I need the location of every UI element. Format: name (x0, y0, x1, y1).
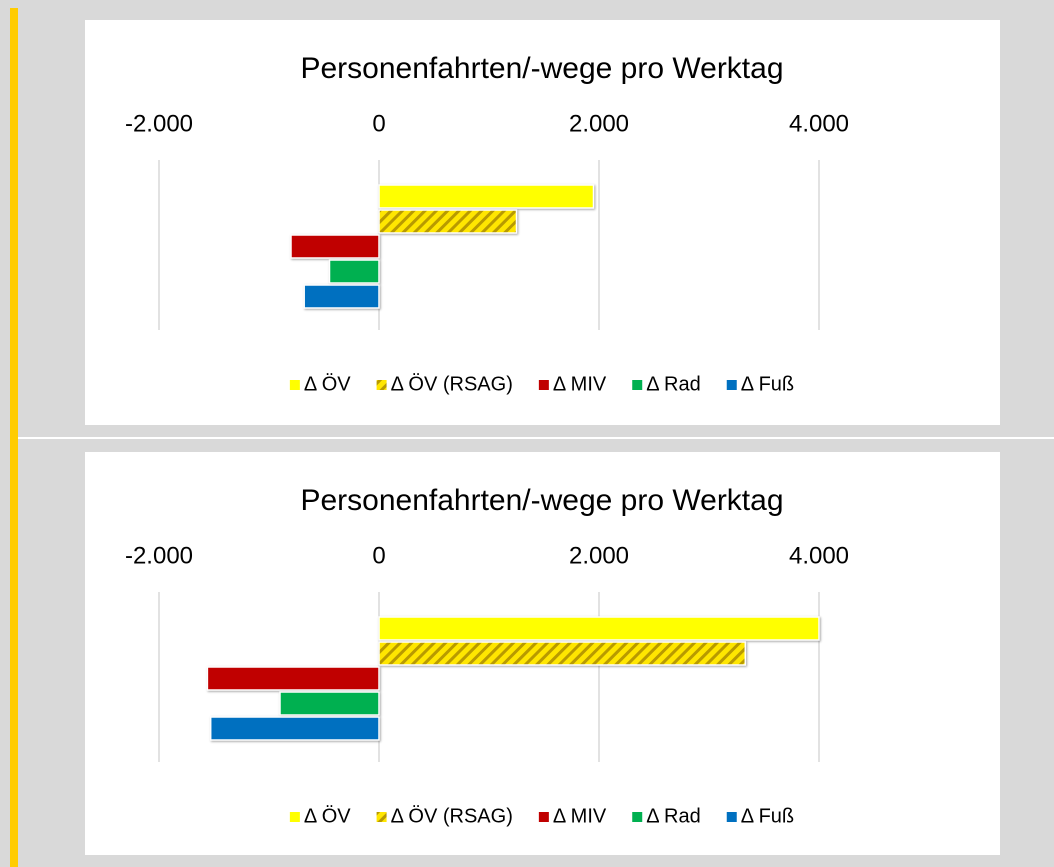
legend-label: Δ Fuß (741, 373, 794, 395)
chart-title: Personenfahrten/-wege pro Werktag (300, 52, 783, 85)
legend-marker (726, 380, 737, 390)
bar (378, 616, 820, 641)
legend-label: Δ ÖV (304, 373, 351, 395)
x-tick-label: 2.000 (569, 542, 629, 569)
x-tick-label: 0 (372, 110, 385, 137)
x-tick-label: -2.000 (125, 110, 193, 137)
x-tick-label: 2.000 (569, 110, 629, 137)
legend-label: Δ Rad (646, 805, 701, 827)
bar (279, 691, 380, 716)
bar (378, 184, 595, 209)
legend-label: Δ MIV (553, 805, 607, 827)
legend-marker (289, 380, 300, 390)
legend-label: Δ Rad (646, 373, 701, 395)
bar (303, 284, 380, 309)
legend-marker (726, 812, 737, 822)
legend-label: Δ ÖV (304, 805, 351, 827)
chart-title: Personenfahrten/-wege pro Werktag (300, 484, 783, 517)
x-tick-label: 4.000 (789, 542, 849, 569)
legend: Δ ÖV Δ ÖV (RSAG) Δ MIV Δ Rad Δ Fuß (289, 373, 794, 395)
legend-marker (538, 812, 549, 822)
bar (206, 666, 380, 691)
x-tick-label: -2.000 (125, 542, 193, 569)
legend-label: Δ MIV (553, 373, 607, 395)
legend-marker (376, 812, 387, 822)
bar (378, 641, 747, 666)
bar (328, 259, 380, 284)
legend: Δ ÖV Δ ÖV (RSAG) Δ MIV Δ Rad Δ Fuß (289, 805, 794, 827)
x-tick-label: 4.000 (789, 110, 849, 137)
legend-marker (376, 380, 387, 390)
chart-panel (85, 20, 1000, 425)
legend-marker (289, 812, 300, 822)
legend-label: Δ ÖV (RSAG) (391, 373, 513, 395)
x-tick-label: 0 (372, 542, 385, 569)
accent-bar (10, 8, 18, 867)
legend-marker (538, 380, 549, 390)
legend-marker (632, 812, 643, 822)
bar (209, 716, 380, 741)
bar (378, 209, 518, 234)
legend-marker (632, 380, 643, 390)
bar (290, 234, 380, 259)
legend-label: Δ ÖV (RSAG) (391, 805, 513, 827)
legend-label: Δ Fuß (741, 805, 794, 827)
